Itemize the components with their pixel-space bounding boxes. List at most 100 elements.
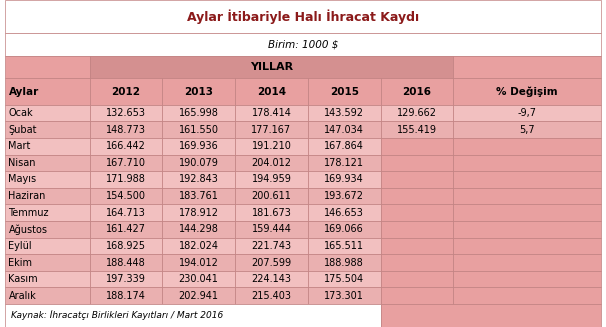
Text: 178.912: 178.912 bbox=[179, 208, 219, 218]
Bar bbox=[5, 271, 90, 287]
Bar bbox=[235, 287, 308, 304]
Bar bbox=[381, 221, 453, 238]
Text: Eylül: Eylül bbox=[8, 241, 32, 251]
Bar bbox=[90, 204, 162, 221]
Bar bbox=[90, 121, 162, 138]
Bar bbox=[453, 238, 601, 254]
Bar bbox=[308, 204, 381, 221]
Text: 155.419: 155.419 bbox=[397, 125, 437, 135]
Bar bbox=[5, 154, 90, 171]
Text: 192.843: 192.843 bbox=[179, 174, 219, 184]
Text: 178.414: 178.414 bbox=[251, 108, 291, 118]
Text: 159.444: 159.444 bbox=[251, 224, 291, 234]
Bar bbox=[453, 138, 601, 154]
Bar bbox=[453, 154, 601, 171]
Text: 144.298: 144.298 bbox=[179, 224, 219, 234]
Bar bbox=[308, 254, 381, 271]
Bar bbox=[90, 171, 162, 188]
Text: 169.934: 169.934 bbox=[324, 174, 364, 184]
Bar bbox=[381, 78, 453, 105]
Bar bbox=[381, 304, 601, 327]
Text: Kaynak: İhracatçı Birlikleri Kayıtları / Mart 2016: Kaynak: İhracatçı Birlikleri Kayıtları /… bbox=[11, 311, 223, 320]
Text: 154.500: 154.500 bbox=[106, 191, 146, 201]
Text: 204.012: 204.012 bbox=[251, 158, 291, 168]
Bar bbox=[235, 105, 308, 121]
Bar bbox=[235, 238, 308, 254]
Text: 230.041: 230.041 bbox=[179, 274, 219, 284]
Bar bbox=[308, 105, 381, 121]
Text: Mart: Mart bbox=[8, 141, 31, 151]
Text: 188.988: 188.988 bbox=[324, 258, 364, 267]
Bar bbox=[5, 0, 601, 33]
Bar bbox=[381, 287, 453, 304]
Bar bbox=[453, 271, 601, 287]
Text: 167.710: 167.710 bbox=[106, 158, 146, 168]
Bar bbox=[381, 271, 453, 287]
Bar bbox=[308, 138, 381, 154]
Bar bbox=[308, 188, 381, 204]
Text: 224.143: 224.143 bbox=[251, 274, 291, 284]
Bar bbox=[5, 304, 381, 327]
Bar bbox=[162, 204, 235, 221]
Text: Aylar İtibariyle Halı İhracat Kaydı: Aylar İtibariyle Halı İhracat Kaydı bbox=[187, 9, 419, 24]
Bar bbox=[5, 204, 90, 221]
Bar bbox=[308, 221, 381, 238]
Bar bbox=[235, 254, 308, 271]
Text: 2014: 2014 bbox=[257, 87, 286, 96]
Bar bbox=[381, 254, 453, 271]
Bar bbox=[90, 287, 162, 304]
Bar bbox=[235, 78, 308, 105]
Text: 2012: 2012 bbox=[112, 87, 141, 96]
Bar bbox=[5, 78, 90, 105]
Bar bbox=[308, 171, 381, 188]
Bar bbox=[453, 121, 601, 138]
Text: YILLAR: YILLAR bbox=[250, 62, 293, 72]
Text: 193.672: 193.672 bbox=[324, 191, 364, 201]
Text: Birim: 1000 $: Birim: 1000 $ bbox=[268, 39, 338, 49]
Bar bbox=[162, 121, 235, 138]
Bar bbox=[308, 154, 381, 171]
Bar bbox=[162, 238, 235, 254]
Text: 171.988: 171.988 bbox=[106, 174, 146, 184]
Bar bbox=[90, 154, 162, 171]
Text: Aylar: Aylar bbox=[8, 87, 39, 96]
Bar bbox=[90, 105, 162, 121]
Text: 169.066: 169.066 bbox=[324, 224, 364, 234]
Bar bbox=[90, 188, 162, 204]
Bar bbox=[162, 154, 235, 171]
Text: 207.599: 207.599 bbox=[251, 258, 291, 267]
Bar bbox=[235, 221, 308, 238]
Bar bbox=[90, 78, 162, 105]
Bar bbox=[90, 221, 162, 238]
Text: Şubat: Şubat bbox=[8, 125, 37, 135]
Bar bbox=[453, 105, 601, 121]
Bar bbox=[308, 121, 381, 138]
Bar bbox=[381, 188, 453, 204]
Bar bbox=[5, 105, 90, 121]
Text: 146.653: 146.653 bbox=[324, 208, 364, 218]
Bar bbox=[162, 287, 235, 304]
Bar bbox=[162, 254, 235, 271]
Bar bbox=[381, 138, 453, 154]
Bar bbox=[381, 154, 453, 171]
Text: 173.301: 173.301 bbox=[324, 291, 364, 301]
Text: 200.611: 200.611 bbox=[251, 191, 291, 201]
Text: 168.925: 168.925 bbox=[106, 241, 146, 251]
Text: 182.024: 182.024 bbox=[179, 241, 219, 251]
Text: 132.653: 132.653 bbox=[106, 108, 146, 118]
Bar bbox=[453, 221, 601, 238]
Text: 5,7: 5,7 bbox=[519, 125, 535, 135]
Bar bbox=[381, 238, 453, 254]
Text: Ağustos: Ağustos bbox=[8, 224, 47, 234]
Bar bbox=[5, 138, 90, 154]
Bar bbox=[162, 78, 235, 105]
Bar bbox=[162, 171, 235, 188]
Text: Mayıs: Mayıs bbox=[8, 174, 36, 184]
Bar bbox=[235, 171, 308, 188]
Text: 169.936: 169.936 bbox=[179, 141, 219, 151]
Text: 215.403: 215.403 bbox=[251, 291, 291, 301]
Bar bbox=[162, 105, 235, 121]
Bar bbox=[308, 238, 381, 254]
Text: Nisan: Nisan bbox=[8, 158, 36, 168]
Text: 2013: 2013 bbox=[184, 87, 213, 96]
